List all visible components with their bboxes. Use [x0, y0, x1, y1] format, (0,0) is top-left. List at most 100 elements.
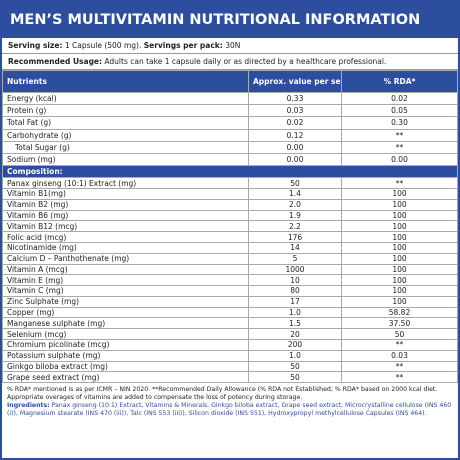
nutrient-cell: Folic acid (mcg): [2, 231, 249, 243]
table-row: Energy (kcal) 0.33 0.02: [2, 91, 458, 106]
nutrient-cell: Zinc Sulphate (mg): [2, 295, 249, 308]
serving-label: Serving size:: [8, 41, 63, 50]
value-cell: 0.30: [341, 116, 458, 130]
nutrient-cell: Manganese sulphate (mg): [2, 317, 249, 330]
table-row: Potassium sulphate (mg) 1.0 0.03: [2, 349, 458, 362]
value-cell: 2.0: [248, 198, 342, 211]
table-row: Copper (mg) 1.0 58.82: [2, 306, 458, 319]
value-cell: 0.05: [341, 104, 458, 118]
table-row: Manganese sulphate (mg) 1.5 37.50: [2, 317, 458, 330]
value-cell: 0.03: [341, 349, 458, 362]
table-row: Vitamin B6 (mg) 1.9 100: [2, 209, 458, 222]
nutrient-cell: Vitamin B2 (mg): [2, 198, 249, 211]
composition-title: Composition:: [2, 165, 458, 179]
value-cell: 1.5: [248, 317, 342, 330]
value-cell: 14: [248, 241, 342, 254]
table-row: Carbohydrate (g) 0.12 **: [2, 128, 458, 142]
value-cell: 1.4: [248, 187, 342, 200]
value-cell: **: [341, 360, 458, 373]
table-row: Vitamin C (mg) 80 100: [2, 285, 458, 297]
nutrient-cell: Total Sugar (g): [2, 140, 249, 154]
value-cell: 100: [341, 274, 458, 287]
table-row: Selenium (mcg) 20 50: [2, 328, 458, 341]
nutrient-cell: Chromium picolinate (mcg): [2, 339, 249, 351]
serving-line: Serving size: 1 Capsule (500 mg). Servin…: [2, 38, 458, 54]
table-row: Panax ginseng (10:1) Extract (mg) 50 **: [2, 177, 458, 189]
nutrient-cell: Selenium (mcg): [2, 328, 249, 341]
value-cell: 100: [341, 187, 458, 200]
header-cell: Approx. value per serving: [248, 70, 342, 93]
value-cell: 0.03: [248, 104, 342, 118]
value-cell: 100: [341, 241, 458, 254]
value-cell: 100: [341, 285, 458, 297]
nutrient-cell: Potassium sulphate (mg): [2, 349, 249, 362]
nutrient-cell: Vitamin C (mg): [2, 285, 249, 297]
table-row: Chromium picolinate (mcg) 200 **: [2, 339, 458, 351]
nutrient-cell: Vitamin E (mg): [2, 274, 249, 287]
nutrient-cell: Total Fat (g): [2, 116, 249, 130]
value-cell: 0.00: [248, 140, 342, 154]
composition-title-row: Composition:: [2, 165, 458, 179]
value-cell: 0.02: [248, 116, 342, 130]
usage-label: Recommended Usage:: [8, 57, 103, 66]
serving-value: 30N: [225, 41, 241, 50]
value-cell: 176: [248, 231, 342, 243]
usage-value: Adults can take 1 capsule daily or as di…: [104, 57, 387, 66]
value-cell: 0.02: [341, 91, 458, 106]
ingredients-label: Ingredients:: [7, 401, 50, 409]
value-cell: **: [341, 128, 458, 142]
value-cell: 37.50: [341, 317, 458, 330]
value-cell: **: [341, 339, 458, 351]
value-cell: **: [341, 371, 458, 384]
table-row: Calcium D – Panthothenate (mg) 5 100: [2, 252, 458, 265]
value-cell: 100: [341, 295, 458, 308]
table-row: Ginkgo biloba extract (mg) 50 **: [2, 360, 458, 373]
header-cell: % RDA*: [341, 70, 458, 93]
value-cell: **: [341, 140, 458, 154]
value-cell: 0.33: [248, 91, 342, 106]
usage-line: Recommended Usage: Adults can take 1 cap…: [2, 54, 458, 70]
table-row: Vitamin E (mg) 10 100: [2, 274, 458, 287]
nutrient-cell: Ginkgo biloba extract (mg): [2, 360, 249, 373]
value-cell: 50: [248, 360, 342, 373]
value-cell: 20: [248, 328, 342, 341]
nutrient-cell: Vitamin A (mcg): [2, 263, 249, 276]
title: MEN’S MULTIVITAMIN NUTRITIONAL INFORMATI…: [2, 2, 458, 38]
table-row: Zinc Sulphate (mg) 17 100: [2, 295, 458, 308]
value-cell: 17: [248, 295, 342, 308]
value-cell: 1.0: [248, 306, 342, 319]
nutrient-cell: Carbohydrate (g): [2, 128, 249, 142]
table-row: Folic acid (mcg) 176 100: [2, 231, 458, 243]
value-cell: 50: [341, 328, 458, 341]
serving-label: Servings per pack:: [143, 41, 223, 50]
value-cell: 100: [341, 252, 458, 265]
value-cell: 5: [248, 252, 342, 265]
table-row: Vitamin B1(mg) 1.4 100: [2, 187, 458, 200]
nutrient-cell: Calcium D – Panthothenate (mg): [2, 252, 249, 265]
footnote-block: % RDA* mentioned is as per ICMR – NIN 20…: [2, 383, 458, 458]
value-cell: 0.00: [341, 152, 458, 167]
nutrient-cell: Copper (mg): [2, 306, 249, 319]
value-cell: 1000: [248, 263, 342, 276]
value-cell: 200: [248, 339, 342, 351]
value-cell: 100: [341, 220, 458, 233]
nutrition-table: Nutrients Approx. value per serving % RD…: [2, 70, 458, 384]
header-row: Nutrients Approx. value per serving % RD…: [2, 70, 458, 93]
value-cell: 100: [341, 209, 458, 222]
value-cell: 58.82: [341, 306, 458, 319]
nutrient-cell: Panax ginseng (10:1) Extract (mg): [2, 177, 249, 189]
nutrient-cell: Protein (g): [2, 104, 249, 118]
table-row: Vitamin B12 (mcg) 2.2 100: [2, 220, 458, 233]
table-row: Grape seed extract (mg) 50 **: [2, 371, 458, 384]
table-row: Total Fat (g) 0.02 0.30: [2, 116, 458, 130]
value-cell: 2.2: [248, 220, 342, 233]
ingredients: Ingredients: Panax ginseng (10:1) Extrac…: [7, 402, 451, 417]
value-cell: 0.00: [248, 152, 342, 167]
table-row: Sodium (mg) 0.00 0.00: [2, 152, 458, 167]
value-cell: 100: [341, 198, 458, 211]
table-row: Vitamin B2 (mg) 2.0 100: [2, 198, 458, 211]
nutrient-cell: Vitamin B12 (mcg): [2, 220, 249, 233]
value-cell: 100: [341, 231, 458, 243]
value-cell: 10: [248, 274, 342, 287]
